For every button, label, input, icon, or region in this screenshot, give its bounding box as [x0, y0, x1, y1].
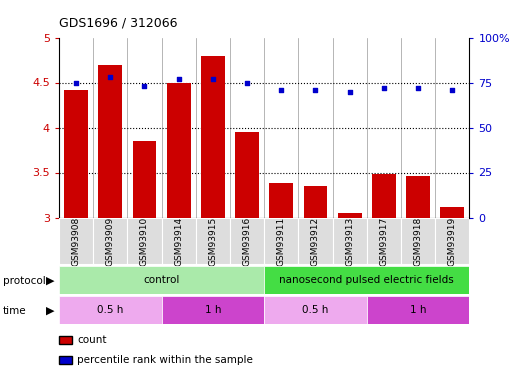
Bar — [167, 82, 191, 218]
Bar — [406, 176, 430, 218]
Text: protocol: protocol — [3, 276, 45, 285]
Point — [72, 80, 80, 86]
Bar — [269, 183, 293, 218]
Point — [243, 80, 251, 86]
Text: GDS1696 / 312066: GDS1696 / 312066 — [59, 17, 177, 30]
Bar — [98, 64, 122, 218]
FancyBboxPatch shape — [93, 217, 127, 264]
Text: GSM93908: GSM93908 — [72, 216, 81, 266]
Bar — [235, 132, 259, 218]
Point — [141, 83, 149, 89]
Text: ▶: ▶ — [46, 306, 54, 315]
FancyBboxPatch shape — [162, 217, 196, 264]
Point — [174, 76, 183, 82]
FancyBboxPatch shape — [401, 217, 435, 264]
FancyBboxPatch shape — [264, 217, 299, 264]
Text: time: time — [3, 306, 26, 315]
Text: count: count — [77, 335, 107, 345]
Text: percentile rank within the sample: percentile rank within the sample — [77, 355, 253, 364]
Bar — [304, 186, 327, 218]
Bar — [338, 213, 362, 217]
FancyBboxPatch shape — [59, 217, 93, 264]
FancyBboxPatch shape — [59, 296, 162, 324]
Point — [106, 74, 114, 80]
Text: GSM93914: GSM93914 — [174, 216, 183, 266]
Bar — [64, 90, 88, 218]
Point — [346, 88, 354, 94]
Text: control: control — [144, 275, 180, 285]
FancyBboxPatch shape — [332, 217, 367, 264]
Text: GSM93913: GSM93913 — [345, 216, 354, 266]
Text: GSM93912: GSM93912 — [311, 216, 320, 266]
FancyBboxPatch shape — [367, 296, 469, 324]
FancyBboxPatch shape — [162, 296, 264, 324]
Text: GSM93916: GSM93916 — [243, 216, 251, 266]
Text: GSM93918: GSM93918 — [413, 216, 423, 266]
Text: GSM93915: GSM93915 — [208, 216, 218, 266]
FancyBboxPatch shape — [59, 266, 264, 294]
FancyBboxPatch shape — [196, 217, 230, 264]
Text: GSM93919: GSM93919 — [448, 216, 457, 266]
Text: GSM93910: GSM93910 — [140, 216, 149, 266]
Text: GSM93909: GSM93909 — [106, 216, 115, 266]
Text: GSM93917: GSM93917 — [380, 216, 388, 266]
FancyBboxPatch shape — [299, 217, 332, 264]
FancyBboxPatch shape — [435, 217, 469, 264]
FancyBboxPatch shape — [127, 217, 162, 264]
Text: 1 h: 1 h — [205, 305, 221, 315]
FancyBboxPatch shape — [367, 217, 401, 264]
FancyBboxPatch shape — [230, 217, 264, 264]
Point — [448, 87, 457, 93]
Text: ▶: ▶ — [46, 276, 54, 285]
Text: GSM93911: GSM93911 — [277, 216, 286, 266]
Point — [311, 87, 320, 93]
Point — [380, 85, 388, 91]
FancyBboxPatch shape — [264, 296, 367, 324]
Text: 1 h: 1 h — [410, 305, 426, 315]
Text: 0.5 h: 0.5 h — [302, 305, 329, 315]
Bar — [372, 174, 396, 217]
Text: nanosecond pulsed electric fields: nanosecond pulsed electric fields — [280, 275, 454, 285]
Point — [414, 85, 422, 91]
Bar — [132, 141, 156, 218]
Text: 0.5 h: 0.5 h — [97, 305, 124, 315]
Point — [209, 76, 217, 82]
Point — [277, 87, 285, 93]
FancyBboxPatch shape — [264, 266, 469, 294]
Bar — [201, 56, 225, 217]
Bar — [440, 207, 464, 218]
